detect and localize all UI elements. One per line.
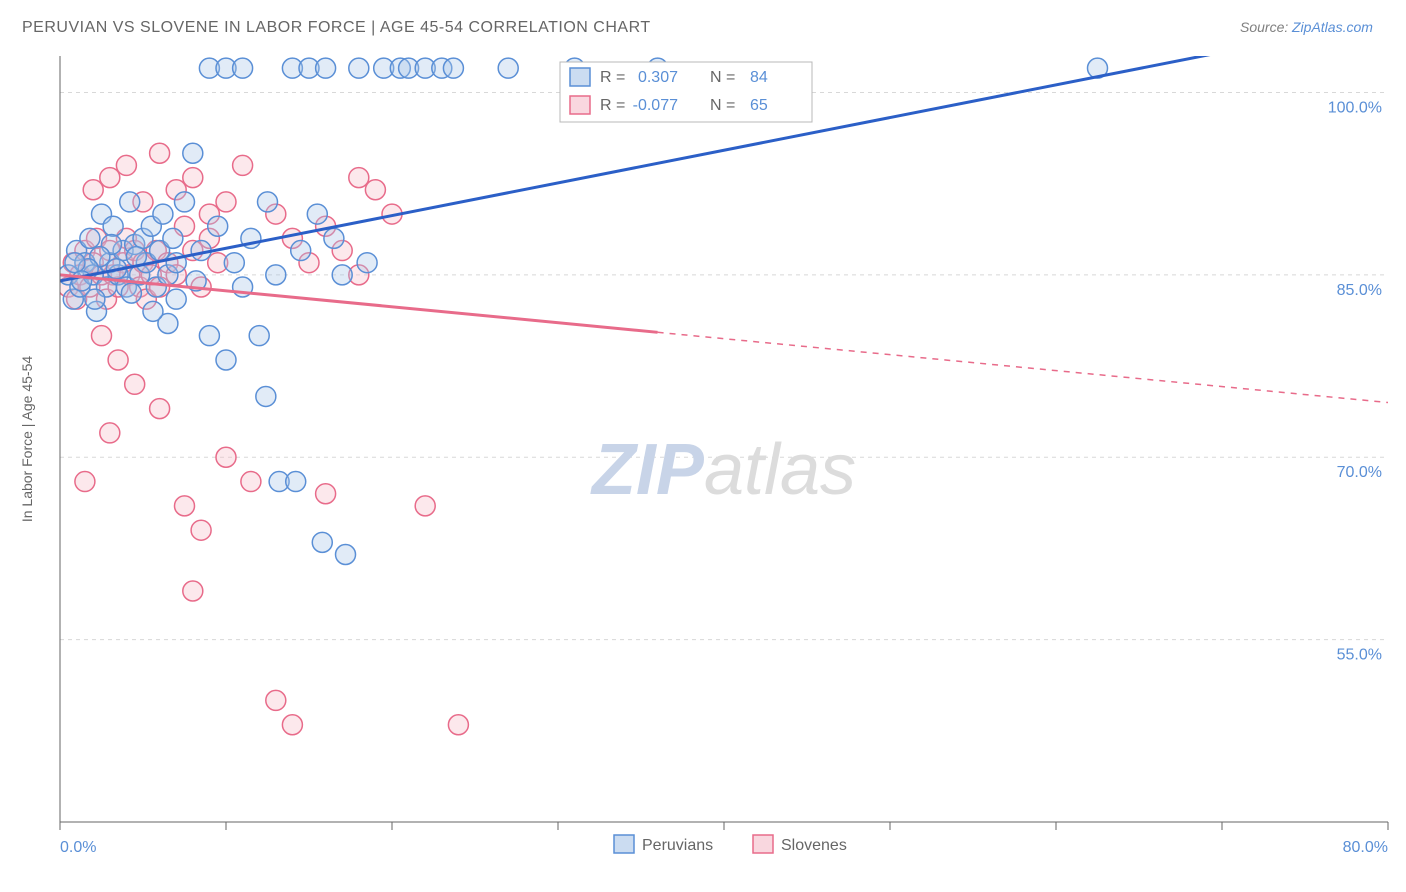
data-point bbox=[286, 472, 306, 492]
data-point bbox=[349, 168, 369, 188]
n-label: N = bbox=[710, 69, 735, 86]
data-point bbox=[249, 326, 269, 346]
n-label: N = bbox=[710, 97, 735, 114]
data-point bbox=[266, 265, 286, 285]
data-point bbox=[332, 265, 352, 285]
data-point bbox=[83, 180, 103, 200]
data-point bbox=[121, 283, 141, 303]
data-point bbox=[216, 447, 236, 467]
chart-container: PERUVIAN VS SLOVENE IN LABOR FORCE | AGE… bbox=[0, 0, 1406, 892]
data-point bbox=[75, 472, 95, 492]
data-point bbox=[108, 350, 128, 370]
data-point bbox=[199, 326, 219, 346]
r-value: 0.307 bbox=[638, 69, 678, 86]
legend-swatch bbox=[570, 68, 590, 86]
data-point bbox=[443, 58, 463, 78]
source-link[interactable]: ZipAtlas.com bbox=[1291, 19, 1373, 35]
data-point bbox=[175, 192, 195, 212]
chart-title: PERUVIAN VS SLOVENE IN LABOR FORCE | AGE… bbox=[22, 19, 651, 36]
data-point bbox=[143, 301, 163, 321]
n-value: 84 bbox=[750, 69, 768, 86]
data-point bbox=[150, 143, 170, 163]
data-point bbox=[166, 289, 186, 309]
data-point bbox=[208, 216, 228, 236]
legend-swatch bbox=[570, 96, 590, 114]
source-label: Source: bbox=[1240, 19, 1288, 35]
watermark: ZIPatlas bbox=[590, 430, 856, 510]
y-tick-label: 100.0% bbox=[1328, 99, 1382, 116]
data-point bbox=[116, 155, 136, 175]
data-point bbox=[282, 715, 302, 735]
data-point bbox=[498, 58, 518, 78]
data-point bbox=[233, 155, 253, 175]
y-tick-label: 70.0% bbox=[1337, 464, 1382, 481]
correlation-chart: PERUVIAN VS SLOVENE IN LABOR FORCE | AGE… bbox=[0, 0, 1406, 892]
legend-swatch bbox=[614, 835, 634, 853]
data-point bbox=[415, 496, 435, 516]
data-point bbox=[216, 350, 236, 370]
data-point bbox=[316, 484, 336, 504]
data-point bbox=[336, 545, 356, 565]
data-point bbox=[365, 180, 385, 200]
r-value: -0.077 bbox=[633, 97, 678, 114]
data-point bbox=[349, 58, 369, 78]
data-point bbox=[216, 192, 236, 212]
x-tick-label: 0.0% bbox=[60, 839, 96, 856]
data-point bbox=[85, 289, 105, 309]
data-point bbox=[312, 532, 332, 552]
data-point bbox=[65, 253, 85, 273]
y-tick-label: 55.0% bbox=[1337, 647, 1382, 664]
data-point bbox=[258, 192, 278, 212]
data-point bbox=[183, 581, 203, 601]
data-point bbox=[100, 423, 120, 443]
data-point bbox=[448, 715, 468, 735]
r-label: R = bbox=[600, 97, 625, 114]
data-point bbox=[100, 168, 120, 188]
legend-swatch bbox=[753, 835, 773, 853]
n-value: 65 bbox=[750, 97, 768, 114]
data-point bbox=[92, 326, 112, 346]
data-point bbox=[224, 253, 244, 273]
r-label: R = bbox=[600, 69, 625, 86]
data-point bbox=[80, 228, 100, 248]
data-point bbox=[191, 520, 211, 540]
data-point bbox=[241, 472, 261, 492]
data-point bbox=[291, 241, 311, 261]
data-point bbox=[316, 58, 336, 78]
y-axis-label: In Labor Force | Age 45-54 bbox=[19, 356, 35, 523]
data-point bbox=[233, 58, 253, 78]
legend-label: Slovenes bbox=[781, 837, 847, 854]
data-point bbox=[125, 374, 145, 394]
data-point bbox=[357, 253, 377, 273]
correlation-box bbox=[560, 62, 812, 122]
data-point bbox=[324, 228, 344, 248]
data-point bbox=[183, 168, 203, 188]
data-point bbox=[153, 204, 173, 224]
data-point bbox=[103, 216, 123, 236]
data-point bbox=[175, 496, 195, 516]
data-point bbox=[150, 399, 170, 419]
data-point bbox=[307, 204, 327, 224]
data-point bbox=[183, 143, 203, 163]
data-point bbox=[266, 690, 286, 710]
y-tick-label: 85.0% bbox=[1337, 282, 1382, 299]
legend-label: Peruvians bbox=[642, 837, 713, 854]
x-tick-label: 80.0% bbox=[1343, 839, 1388, 856]
data-point bbox=[256, 386, 276, 406]
data-point bbox=[163, 228, 183, 248]
data-point bbox=[120, 192, 140, 212]
